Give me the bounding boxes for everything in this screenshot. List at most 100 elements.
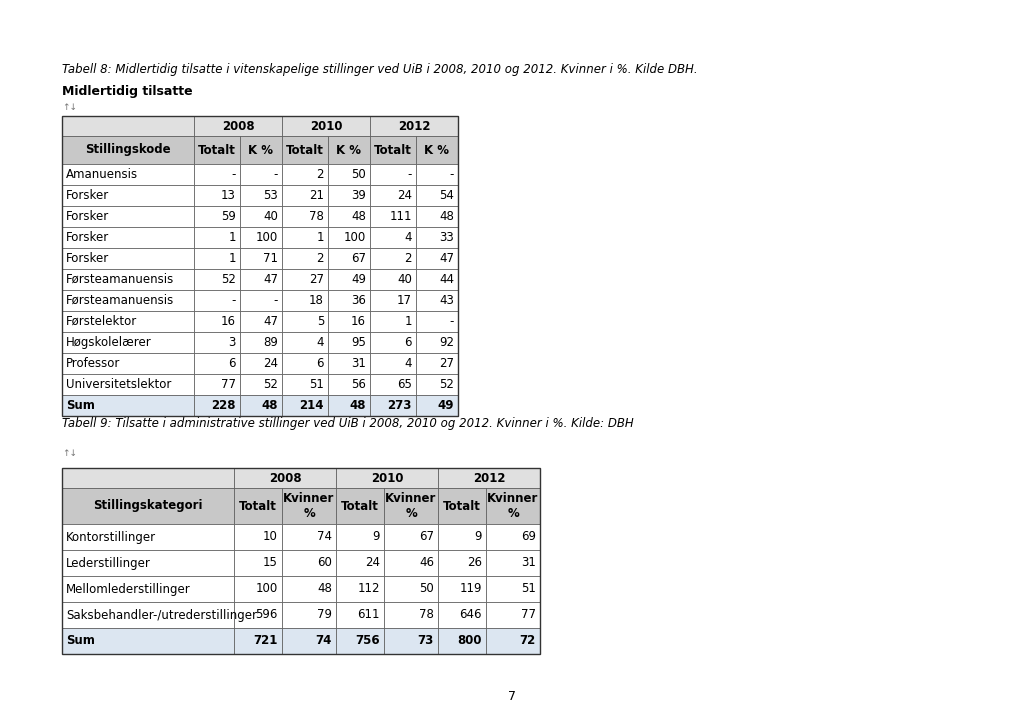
Text: Totalt: Totalt <box>443 500 481 513</box>
Bar <box>438 468 540 488</box>
Bar <box>438 602 486 628</box>
Bar <box>438 628 486 654</box>
Text: -: - <box>450 168 454 181</box>
Text: 27: 27 <box>439 357 454 370</box>
Bar <box>370 374 416 395</box>
Text: 4: 4 <box>404 357 412 370</box>
Bar <box>194 395 240 416</box>
Bar <box>194 206 240 227</box>
Text: 214: 214 <box>299 399 324 412</box>
Text: 59: 59 <box>221 210 236 223</box>
Bar <box>240 311 282 332</box>
Text: 74: 74 <box>315 634 332 647</box>
Text: 39: 39 <box>351 189 366 202</box>
Bar <box>234 550 282 576</box>
Text: 77: 77 <box>521 608 536 621</box>
Bar <box>282 136 328 164</box>
Bar <box>282 524 336 550</box>
Bar <box>282 227 328 248</box>
Text: 4: 4 <box>404 231 412 244</box>
Bar <box>282 550 336 576</box>
Bar <box>194 116 282 136</box>
Text: 17: 17 <box>397 294 412 307</box>
Bar <box>194 332 240 353</box>
Text: Sum: Sum <box>66 634 95 647</box>
Text: Totalt: Totalt <box>239 500 276 513</box>
Bar <box>194 269 240 290</box>
Text: 46: 46 <box>419 557 434 570</box>
Text: 646: 646 <box>460 608 482 621</box>
Text: 52: 52 <box>221 273 236 286</box>
Bar <box>370 248 416 269</box>
Text: 756: 756 <box>355 634 380 647</box>
Text: 89: 89 <box>263 336 278 349</box>
Text: 2008: 2008 <box>268 471 301 484</box>
Bar <box>336 524 384 550</box>
Text: Førsteamanuensis: Førsteamanuensis <box>66 273 174 286</box>
Text: 1: 1 <box>316 231 324 244</box>
Text: 78: 78 <box>309 210 324 223</box>
Text: Høgskolelærer: Høgskolelærer <box>66 336 152 349</box>
Bar <box>384 550 438 576</box>
Bar <box>336 468 438 488</box>
Bar <box>416 290 458 311</box>
Bar <box>62 332 194 353</box>
Bar <box>240 395 282 416</box>
Text: Amanuensis: Amanuensis <box>66 168 138 181</box>
Text: 31: 31 <box>351 357 366 370</box>
Bar <box>240 269 282 290</box>
Bar <box>62 628 234 654</box>
Text: Kvinner
%: Kvinner % <box>284 492 335 520</box>
Bar <box>416 206 458 227</box>
Bar <box>240 248 282 269</box>
Text: 18: 18 <box>309 294 324 307</box>
Bar <box>62 116 194 136</box>
Text: 111: 111 <box>389 210 412 223</box>
Text: Totalt: Totalt <box>341 500 379 513</box>
Bar <box>370 116 458 136</box>
Text: 2: 2 <box>316 168 324 181</box>
Bar <box>370 311 416 332</box>
Bar <box>240 206 282 227</box>
Text: Forsker: Forsker <box>66 252 110 265</box>
Text: 71: 71 <box>263 252 278 265</box>
Bar <box>416 332 458 353</box>
Bar <box>194 353 240 374</box>
Bar <box>384 488 438 524</box>
Bar <box>328 206 370 227</box>
Text: 119: 119 <box>460 583 482 596</box>
Text: 77: 77 <box>221 378 236 391</box>
Text: Førstelektor: Førstelektor <box>66 315 137 328</box>
Bar <box>336 550 384 576</box>
Bar <box>194 185 240 206</box>
Text: 43: 43 <box>439 294 454 307</box>
Bar <box>328 290 370 311</box>
Text: Forsker: Forsker <box>66 231 110 244</box>
Text: 2: 2 <box>316 252 324 265</box>
Bar <box>62 248 194 269</box>
Bar <box>416 353 458 374</box>
Bar <box>62 269 194 290</box>
Bar <box>282 164 328 185</box>
Bar <box>336 628 384 654</box>
Bar <box>282 353 328 374</box>
Text: 1: 1 <box>404 315 412 328</box>
Bar <box>194 227 240 248</box>
Text: 52: 52 <box>439 378 454 391</box>
Text: -: - <box>231 168 236 181</box>
Bar <box>194 311 240 332</box>
Bar <box>62 602 234 628</box>
Bar <box>370 395 416 416</box>
Text: 6: 6 <box>316 357 324 370</box>
Text: Stillingskode: Stillingskode <box>85 143 171 156</box>
Bar <box>486 576 540 602</box>
Text: 9: 9 <box>474 531 482 544</box>
Bar <box>384 524 438 550</box>
Text: 65: 65 <box>397 378 412 391</box>
Text: Forsker: Forsker <box>66 210 110 223</box>
Text: 6: 6 <box>404 336 412 349</box>
Text: 56: 56 <box>351 378 366 391</box>
Bar <box>240 353 282 374</box>
Bar <box>282 248 328 269</box>
Text: 50: 50 <box>419 583 434 596</box>
